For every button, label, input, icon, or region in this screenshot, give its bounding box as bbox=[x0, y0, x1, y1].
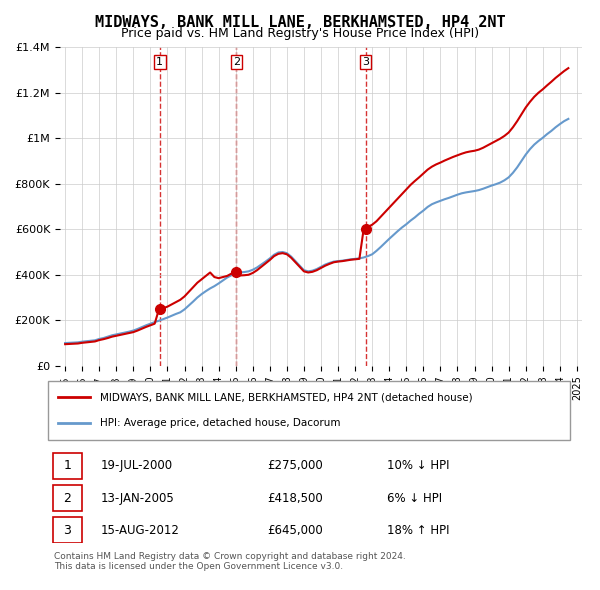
FancyBboxPatch shape bbox=[53, 453, 82, 478]
Text: 6% ↓ HPI: 6% ↓ HPI bbox=[388, 491, 442, 504]
Text: Price paid vs. HM Land Registry's House Price Index (HPI): Price paid vs. HM Land Registry's House … bbox=[121, 27, 479, 40]
Text: 10% ↓ HPI: 10% ↓ HPI bbox=[388, 460, 450, 473]
Text: £418,500: £418,500 bbox=[267, 491, 323, 504]
Text: MIDWAYS, BANK MILL LANE, BERKHAMSTED, HP4 2NT (detached house): MIDWAYS, BANK MILL LANE, BERKHAMSTED, HP… bbox=[100, 392, 473, 402]
FancyBboxPatch shape bbox=[53, 517, 82, 543]
FancyBboxPatch shape bbox=[48, 381, 570, 440]
Text: HPI: Average price, detached house, Dacorum: HPI: Average price, detached house, Daco… bbox=[100, 418, 341, 428]
Text: 15-AUG-2012: 15-AUG-2012 bbox=[100, 524, 179, 537]
Text: MIDWAYS, BANK MILL LANE, BERKHAMSTED, HP4 2NT: MIDWAYS, BANK MILL LANE, BERKHAMSTED, HP… bbox=[95, 15, 505, 30]
Text: 1: 1 bbox=[64, 460, 71, 473]
FancyBboxPatch shape bbox=[53, 486, 82, 511]
Text: 18% ↑ HPI: 18% ↑ HPI bbox=[388, 524, 450, 537]
Text: 2: 2 bbox=[233, 57, 240, 67]
Text: 1: 1 bbox=[156, 57, 163, 67]
Text: 13-JAN-2005: 13-JAN-2005 bbox=[100, 491, 174, 504]
Text: 2: 2 bbox=[64, 491, 71, 504]
Text: 3: 3 bbox=[362, 57, 369, 67]
Text: £275,000: £275,000 bbox=[267, 460, 323, 473]
Text: Contains HM Land Registry data © Crown copyright and database right 2024.
This d: Contains HM Land Registry data © Crown c… bbox=[54, 552, 406, 571]
Text: 19-JUL-2000: 19-JUL-2000 bbox=[100, 460, 172, 473]
Text: £645,000: £645,000 bbox=[267, 524, 323, 537]
Text: 3: 3 bbox=[64, 524, 71, 537]
